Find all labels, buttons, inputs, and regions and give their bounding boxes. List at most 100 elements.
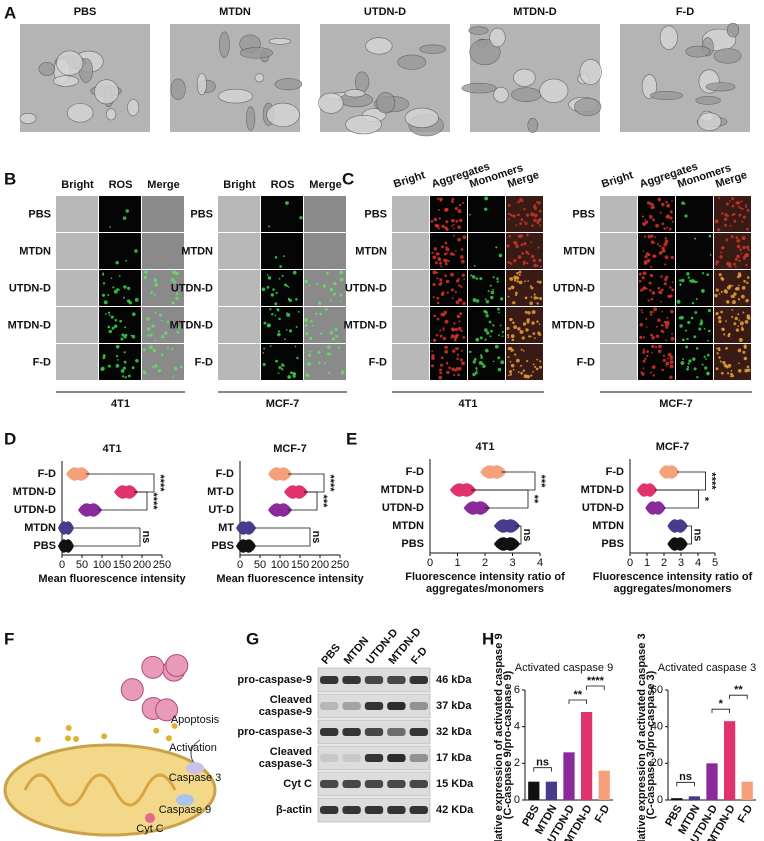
fluorescence-dot [445,246,448,249]
image-cell [600,307,637,343]
fluorescence-dot [531,310,536,315]
texture [170,78,186,100]
fluorescence-dot [431,350,434,353]
fluorescence-dot [275,359,279,363]
fluorescence-dot [274,314,277,317]
fluorescence-dot [110,315,114,319]
fluorescence-dot [737,272,742,276]
fluorescence-dot [644,255,648,259]
fluorescence-dot [650,265,653,268]
diagram-label: Cyt C [136,823,164,835]
significance-bracket [711,708,730,714]
fluorescence-dot [432,338,437,342]
fluorescence-dot [655,223,659,228]
fluorescence-dot [498,311,500,314]
bar [741,781,753,800]
fluorescence-dot [134,297,139,302]
fluorescence-dot [723,223,727,227]
fluorescence-dot [513,258,517,263]
significance-bracket [533,767,552,772]
fluorescence-dot [113,289,118,294]
fluorescence-dot [515,224,518,227]
fluorescence-dot [695,347,699,350]
band-size: 17 kDa [436,752,472,764]
fluorescence-dot [696,376,699,379]
fluorescence-dot [507,336,510,339]
significance-label: **** [147,492,159,510]
fluorescence-dot [737,325,740,327]
fluorescence-dot [666,357,669,360]
fluorescence-dot [649,310,653,314]
fluorescence-dot [115,355,119,358]
texture [397,54,427,70]
fluorescence-dot [328,371,331,375]
fluorescence-dot [731,197,735,201]
bar [671,798,683,800]
fluorescence-dot [271,313,274,316]
x-tick-label: 1 [644,557,650,569]
fluorescence-dot [664,255,669,260]
fluorescence-dot [127,286,131,290]
fluorescence-dot [131,334,136,339]
row-label: UTDN-D [171,282,213,294]
category-label: F-D [606,466,624,478]
fluorescence-dot [690,281,693,284]
fluorescence-dot [527,252,530,256]
fluorescence-dot [665,200,669,204]
fluorescence-dot [460,329,463,333]
fluorescence-dot [475,369,478,372]
x-tick-label: 250 [153,559,171,571]
fluorescence-dot [442,327,445,330]
cristae [23,773,177,807]
violin [645,501,666,515]
fluorescence-dot [687,276,690,279]
fluorescence-dot [501,330,504,334]
fluorescence-dot [690,316,694,320]
bar [706,763,718,800]
fluorescence-dot [726,285,731,290]
fluorescence-dot [523,221,526,224]
fluorescence-dot [515,358,520,363]
fluorescence-dot [452,223,455,226]
fluorescence-dot [736,254,740,259]
fluorescence-dot [110,277,113,280]
fluorescence-dot [443,252,447,256]
x-tick-label: 50 [254,559,266,571]
fluorescence-dot [121,375,125,378]
violin [236,539,256,553]
panel-letter: H [482,629,494,648]
fluorescence-dot [720,290,723,293]
fluorescence-dot [661,310,664,313]
fluorescence-dot [152,348,157,353]
fluorescence-dot [494,344,499,349]
fluorescence-dot [436,197,440,200]
fluorescence-dot [287,376,290,379]
significance-label: *** [317,495,329,509]
panel-letter: F [4,629,14,648]
fluorescence-dot [513,325,518,330]
fluorescence-dot [659,211,662,214]
fluorescence-dot [746,245,750,249]
fluorescence-dot [511,349,515,352]
fluorescence-dot [521,252,525,255]
fluorescence-dot [454,206,458,211]
category-label: UTDN-D [382,502,424,514]
fluorescence-dot [512,321,515,325]
fluorescence-dot [439,261,443,265]
band-label: Cyt C [283,778,312,790]
category-label: PBS [33,540,56,552]
fluorescence-dot [456,357,459,361]
fluorescence-dot [664,277,668,282]
fluorescence-dot [730,235,734,239]
fluorescence-dot [539,360,542,363]
fluorescence-dot [663,282,667,286]
fluorescence-dot [657,350,660,352]
fluorescence-dot [175,325,180,330]
texture [67,103,94,123]
significance-label: ns [692,529,704,542]
blot-band [320,754,339,762]
violin [636,483,658,497]
fluorescence-dot [515,291,518,295]
fluorescence-dot [450,252,454,256]
group-label: MCF-7 [659,398,693,410]
